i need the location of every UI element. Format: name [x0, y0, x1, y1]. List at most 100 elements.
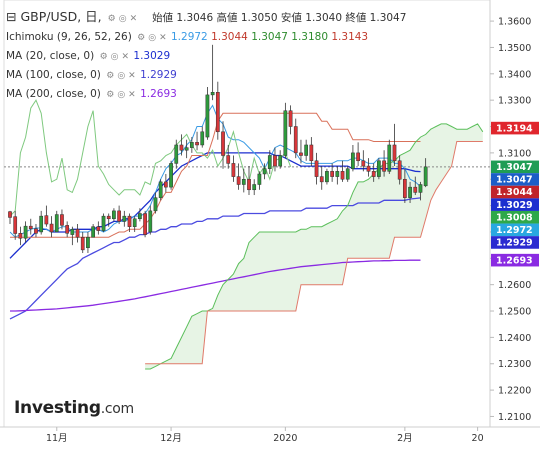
candle-down [75, 229, 80, 238]
candle-down [179, 144, 184, 151]
candle-down [330, 171, 334, 177]
candle-up [423, 166, 428, 187]
candle-up [304, 144, 309, 156]
settings-icon[interactable]: ⚙ [107, 14, 117, 24]
indicator-ma20[interactable]: MA (20, close, 0) ⚙ ◎ ✕ 1.3029 [6, 50, 170, 62]
price-badge-label: 1.3029 [496, 200, 533, 211]
candle-down [397, 160, 402, 180]
candle-down [49, 223, 54, 233]
visibility-icon[interactable]: ◎ [110, 52, 120, 62]
indicator-ma200[interactable]: MA (200, close, 0) ⚙ ◎ ✕ 1.2693 [6, 88, 177, 100]
candle-up [351, 152, 355, 169]
candle-up [345, 168, 350, 180]
candle-down [65, 225, 70, 234]
candle-down [34, 228, 38, 234]
candle-up [418, 184, 423, 193]
close-icon[interactable]: ✕ [159, 33, 168, 43]
candle-up [267, 155, 272, 169]
candle-down [195, 142, 199, 146]
candle-down [226, 155, 231, 164]
price-badge [491, 253, 539, 267]
close-icon[interactable]: ✕ [128, 90, 137, 100]
y-tick-label: 1.2500 [498, 307, 531, 318]
settings-icon[interactable]: ⚙ [106, 90, 116, 100]
price-badge-label: 1.3044 [496, 187, 533, 198]
close-icon[interactable]: ✕ [129, 14, 139, 24]
candle-down [392, 144, 397, 162]
candle-up [86, 236, 90, 249]
series-line-ma-200-close-0- [10, 259, 421, 312]
candle-down [382, 160, 386, 172]
price-badge [491, 121, 539, 135]
ichimoku-cloud [145, 123, 483, 370]
chart-header: ⊟ GBP/USD, 日, ⚙ ◎ ✕ 始値 1.3046 高値 1.3050 安値… [6, 9, 407, 24]
y-tick-label: 1.2400 [498, 333, 531, 344]
candle-up [252, 184, 257, 191]
candle-up [184, 147, 189, 151]
indicator-value: 1.3044 [211, 31, 248, 43]
candle-up [39, 215, 44, 233]
price-badge [491, 236, 539, 249]
timeframe-label: 日 [85, 9, 98, 24]
candle-down [356, 152, 360, 162]
candle-up [101, 215, 106, 231]
candle-up [70, 229, 75, 235]
candle-down [371, 171, 376, 177]
price-badge-label: 1.3194 [496, 123, 533, 134]
price-badge [491, 198, 539, 211]
y-tick-label: 1.2600 [498, 280, 531, 291]
settings-icon[interactable]: ⚙ [106, 71, 116, 81]
candle-up [387, 144, 392, 172]
visibility-icon[interactable]: ◎ [117, 90, 127, 100]
settings-icon[interactable]: ⚙ [137, 33, 147, 43]
symbol-label: GBP/USD [20, 9, 78, 24]
y-tick-label: 1.3600 [498, 17, 531, 28]
visibility-icon[interactable]: ◎ [117, 71, 127, 81]
y-tick-label: 1.3300 [498, 96, 531, 107]
indicator-value: 1.3047 [251, 31, 288, 43]
y-tick-label: 1.2300 [498, 359, 531, 370]
candle-down [44, 215, 49, 225]
y-tick-label: 1.3100 [498, 148, 531, 159]
series-line-ma-100-close-0- [9, 197, 421, 320]
price-badge [491, 185, 539, 199]
price-badge-label: 1.3047 [496, 175, 533, 186]
logo-suffix: .com [100, 401, 134, 417]
candle-down [96, 226, 101, 231]
candle-down [127, 215, 132, 227]
candle-up [91, 226, 95, 238]
candle-up [278, 155, 283, 167]
candle-down [13, 216, 18, 234]
candle-up [408, 186, 412, 198]
candle-down [293, 126, 298, 154]
close-icon[interactable]: ✕ [128, 71, 137, 81]
x-tick-label: 11月 [46, 433, 68, 444]
candle-down [340, 171, 345, 180]
indicator-label: MA (20, close, 0) [6, 50, 95, 62]
indicator-ichimoku[interactable]: Ichimoku (9, 26, 52, 26) ⚙ ◎ ✕ 1.2972 1.30… [6, 31, 368, 43]
candle-up [153, 197, 158, 212]
price-badge-label: 1.3047 [496, 162, 533, 173]
candle-up [283, 110, 288, 156]
candle-down [366, 165, 371, 172]
price-badge [491, 160, 539, 174]
price-badge-label: 1.2972 [496, 225, 533, 236]
visibility-icon[interactable]: ◎ [118, 14, 128, 24]
price-badge-label: 1.3008 [496, 212, 533, 223]
indicator-ma100[interactable]: MA (100, close, 0) ⚙ ◎ ✕ 1.2929 [6, 69, 177, 81]
indicator-label: Ichimoku (9, 26, 52, 26) [6, 31, 132, 43]
candle-down [106, 215, 111, 220]
candle-down [231, 163, 236, 177]
candle-down [18, 233, 23, 239]
indicator-value: 1.3029 [133, 50, 171, 62]
visibility-icon[interactable]: ◎ [148, 33, 158, 43]
series-line-senkou-span-a [145, 123, 484, 370]
candle-up [325, 171, 329, 183]
close-icon[interactable]: ✕ [121, 52, 131, 62]
collapse-icon[interactable]: ⊟ [6, 9, 17, 24]
candle-up [335, 171, 340, 177]
y-tick-label: 1.2100 [498, 412, 531, 423]
settings-icon[interactable]: ⚙ [99, 52, 109, 62]
